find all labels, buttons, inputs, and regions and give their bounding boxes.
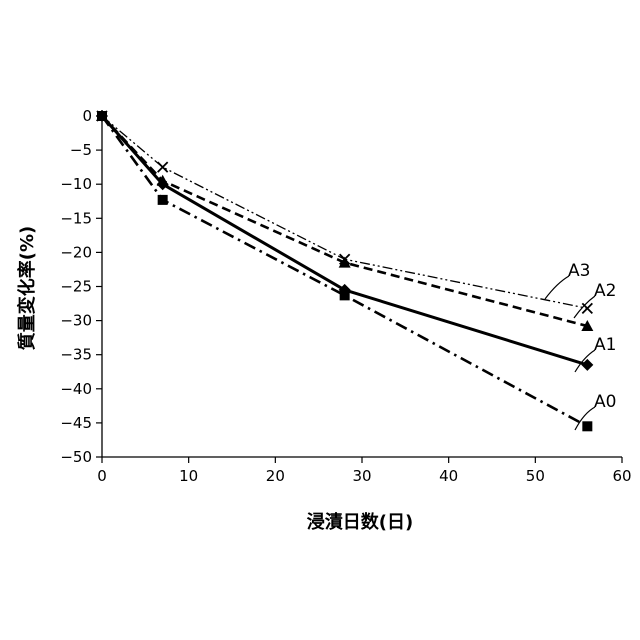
y-tick-label: −45 [60,414,92,432]
series-line-a1 [102,116,587,365]
x-tick-label: 10 [179,467,198,485]
series-label-leader-a2 [574,296,595,318]
x-tick-label: 0 [97,467,107,485]
y-tick-label: −5 [70,141,92,159]
data-point-a0 [158,195,168,205]
y-tick-label: −50 [60,448,92,466]
y-tick-label: −35 [60,346,92,364]
series-label-a3: A3 [568,261,590,281]
series-line-a0 [102,116,587,426]
y-tick-label: −20 [60,243,92,261]
y-tick-label: −30 [60,312,92,330]
x-tick-label: 50 [526,467,545,485]
y-axis-title: 質量変化率(%) [16,226,38,351]
y-tick-label: 0 [82,107,92,125]
x-axis-title: 浸漬日数(日) [307,511,413,533]
series-line-a3 [102,116,587,308]
x-tick-label: 30 [352,467,371,485]
series-markers [96,110,593,431]
data-point-a0 [582,421,592,431]
series-labels: A0 A1 A2A3 [545,261,616,430]
x-tick-label: 20 [266,467,285,485]
y-tick-label: −25 [60,278,92,296]
series-label-a1: A1 [594,335,616,355]
y-tick-label: −40 [60,380,92,398]
series-label-leader-a3 [545,276,569,299]
y-tick-label: −15 [60,209,92,227]
series-label-a2: A2 [594,281,616,301]
x-tick-label: 40 [439,467,458,485]
data-point-a3 [582,303,592,313]
series-lines [102,116,587,426]
x-tick-label: 60 [612,467,631,485]
y-tick-label: −10 [60,175,92,193]
series-label-a0: A0 [594,392,616,412]
data-point-a3 [158,162,168,172]
